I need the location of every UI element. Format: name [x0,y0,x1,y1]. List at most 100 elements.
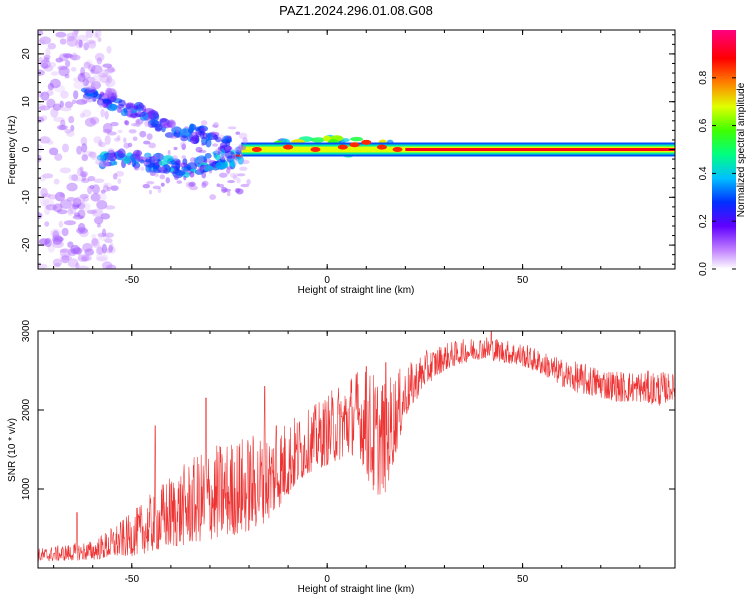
heat-cell [97,37,102,43]
heat-cell [205,138,212,148]
heat-cell [50,71,59,76]
heat-cell [91,208,104,217]
heat-cell [58,125,67,130]
heat-cell [52,103,62,111]
heat-cell [160,182,165,187]
heat-cell [86,92,94,99]
heat-cell [130,122,138,127]
heat-cell [97,232,107,238]
heat-cell [135,111,146,118]
colorbar-tick-label: 0.0 [698,262,709,276]
heat-cell [110,185,119,191]
heat-cell [151,156,158,164]
heat-cell [118,99,126,107]
heat-cell [97,244,103,255]
heat-cell [91,238,99,246]
heat-cell [78,39,83,48]
spectrogram-ylabel: Frequency (Hz) [7,116,18,185]
heat-cell [79,193,89,199]
heat-cell [59,248,72,258]
heat-cell [95,30,102,38]
x-tick-label: -50 [125,574,140,585]
heat-cell [106,246,116,254]
heat-cell [189,157,197,163]
heat-cell [197,166,204,173]
heat-cell [230,158,235,168]
heat-cell [80,136,88,146]
heat-cell [185,181,192,188]
heat-cell [213,121,219,129]
heat-cell [134,155,144,162]
heat-cell [128,129,137,134]
colorbar-tick-label: 0.4 [698,166,709,180]
heat-cell [59,100,64,108]
heat-cell [52,258,63,267]
heat-cell [78,228,89,238]
snr-panel: -50 0 50 1000 2000 3000 Height of straight li… [7,319,676,595]
heat-cell [147,110,158,118]
heat-cell [123,120,128,125]
heat-cell [103,160,111,167]
heat-cell [158,165,165,171]
heat-cell [79,112,85,119]
heat-cell [98,161,110,167]
heat-cell [95,253,108,262]
heat-cell [38,212,43,220]
heat-cell [38,30,44,36]
heat-cell [242,137,248,144]
heat-cell [123,142,130,149]
heat-cell [66,35,75,42]
heat-cell [81,154,89,162]
heat-cell [77,254,90,262]
heat-cell [49,78,61,89]
heat-cell [75,99,88,105]
heat-cell [96,256,108,262]
heat-cell [104,135,111,145]
snr-ylabel: SNR (10 * v/v) [7,418,18,482]
heat-cell [107,153,113,161]
heat-cell [124,120,130,126]
heat-cell [93,178,105,183]
heat-cell [283,144,294,150]
heat-cell [204,152,212,159]
heat-cell [145,156,156,165]
heat-cell [60,90,69,99]
heat-cell [238,143,244,151]
heat-cell [83,61,91,69]
heat-cell [135,118,144,125]
heat-cell [104,110,109,120]
heat-cell [77,34,89,42]
heat-cell [84,117,96,127]
heat-cell [89,116,100,125]
heat-cell [95,159,104,165]
heat-cell [181,143,186,151]
heat-cell [220,148,226,158]
heat-cell [67,207,73,214]
heat-cell [59,248,68,253]
heat-cell [53,116,65,123]
heat-cell [236,149,242,155]
heat-cell [46,98,56,108]
colorbar-tick-label: 0.2 [698,214,709,228]
heat-cell [68,174,74,181]
heat-cell [59,199,72,210]
heat-cell [79,202,91,212]
heat-cell [79,166,84,173]
heat-cell [73,177,82,182]
heat-cell [38,69,45,76]
heat-cell [205,158,212,163]
heat-cell [172,122,176,129]
heat-cell [161,164,171,174]
heat-cell [39,36,52,45]
heat-cell [40,136,52,144]
heat-cell [87,185,93,195]
heat-cell [217,151,221,155]
heat-cell [149,169,156,177]
heat-cell [112,173,118,180]
heat-cell [152,185,161,190]
heat-cell [115,170,125,177]
heat-cell [136,120,140,127]
heat-cell [146,180,155,185]
heat-cell [94,216,104,225]
heat-cell [100,213,111,220]
